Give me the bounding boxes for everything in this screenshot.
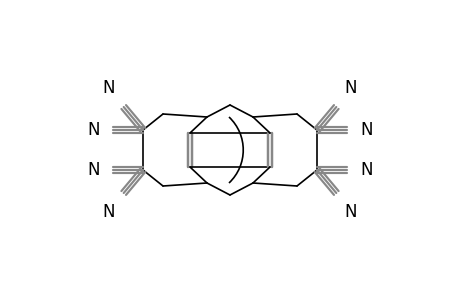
Text: N: N xyxy=(344,203,356,221)
Text: N: N xyxy=(87,161,100,179)
Text: N: N xyxy=(103,79,115,97)
Text: N: N xyxy=(103,203,115,221)
Text: N: N xyxy=(359,121,372,139)
Text: N: N xyxy=(344,79,356,97)
Text: N: N xyxy=(87,121,100,139)
Text: N: N xyxy=(359,161,372,179)
